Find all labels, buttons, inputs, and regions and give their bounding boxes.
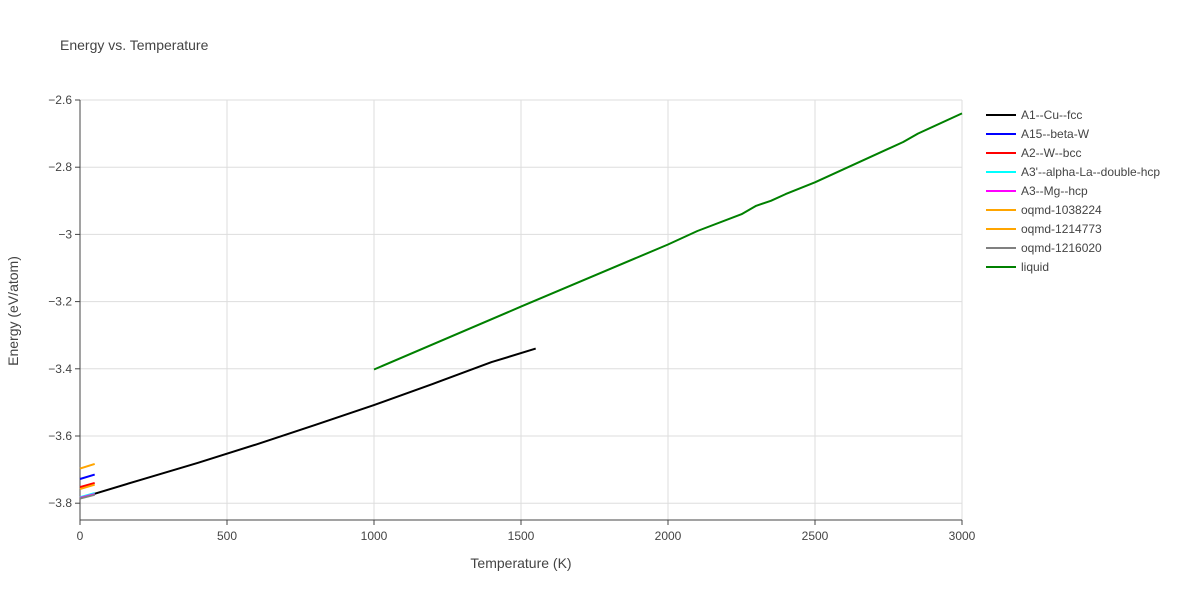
y-tick-label: −2.6 [48, 93, 72, 107]
legend-label: oqmd-1214773 [1021, 222, 1102, 236]
legend-label: A3--Mg--hcp [1021, 184, 1088, 198]
legend[interactable]: A1--Cu--fcc A15--beta-W A2--W--bcc A3'--alp… [986, 108, 1160, 274]
x-tick-label: 3000 [949, 529, 976, 543]
y-tick-label: −3 [58, 227, 72, 241]
y-tick-label: −3.4 [48, 362, 72, 376]
x-tick-label: 500 [217, 529, 237, 543]
y-tick-label: −2.8 [48, 160, 72, 174]
legend-item-oqmd-1038224[interactable]: oqmd-1038224 [986, 203, 1102, 217]
legend-item-oqmd-1216020[interactable]: oqmd-1216020 [986, 241, 1102, 255]
x-axis-ticks: 0 500 1000 1500 2000 2500 3000 [77, 520, 976, 543]
legend-item-oqmd-1214773[interactable]: oqmd-1214773 [986, 222, 1102, 236]
x-tick-label: 1000 [361, 529, 388, 543]
series-line-oqmd-1216020 [79, 493, 95, 500]
legend-label: oqmd-1038224 [1021, 203, 1102, 217]
x-axis-title: Temperature (K) [470, 555, 571, 571]
legend-item-a3-alpha-la-double-hcp[interactable]: A3'--alpha-La--double-hcp [986, 165, 1160, 179]
legend-label: oqmd-1216020 [1021, 241, 1102, 255]
chart-title: Energy vs. Temperature [60, 37, 209, 53]
series-line-liquid [373, 112, 963, 371]
legend-item-liquid[interactable]: liquid [986, 260, 1049, 274]
legend-item-a1-cu-fcc[interactable]: A1--Cu--fcc [986, 108, 1082, 122]
y-tick-label: −3.6 [48, 429, 72, 443]
y-axis-ticks: −3.8 −3.6 −3.4 −3.2 −3 −2.8 −2.6 [48, 93, 80, 510]
y-tick-label: −3.8 [48, 496, 72, 510]
series-line-a15-beta-w [79, 473, 95, 480]
gridlines [79, 99, 963, 520]
series-line-oqmd-1214773 [79, 483, 95, 491]
legend-label: liquid [1021, 260, 1049, 274]
legend-label: A3'--alpha-La--double-hcp [1021, 165, 1160, 179]
x-tick-label: 0 [77, 529, 84, 543]
legend-item-a15-beta-w[interactable]: A15--beta-W [986, 127, 1090, 141]
legend-item-a2-w-bcc[interactable]: A2--W--bcc [986, 146, 1081, 160]
legend-label: A1--Cu--fcc [1021, 108, 1082, 122]
series-line-oqmd-1038224 [79, 462, 96, 470]
legend-label: A2--W--bcc [1021, 146, 1081, 160]
legend-label: A15--beta-W [1021, 127, 1090, 141]
x-tick-label: 2500 [802, 529, 829, 543]
legend-item-a3-mg-hcp[interactable]: A3--Mg--hcp [986, 184, 1088, 198]
x-tick-label: 2000 [655, 529, 682, 543]
series-lines [79, 112, 963, 500]
series-line-a1-cu-fcc [79, 347, 536, 500]
y-tick-label: −3.2 [48, 295, 72, 309]
x-tick-label: 1500 [508, 529, 535, 543]
series-line-a2-w-bcc [79, 482, 95, 489]
y-axis-title: Energy (eV/atom) [5, 256, 21, 366]
